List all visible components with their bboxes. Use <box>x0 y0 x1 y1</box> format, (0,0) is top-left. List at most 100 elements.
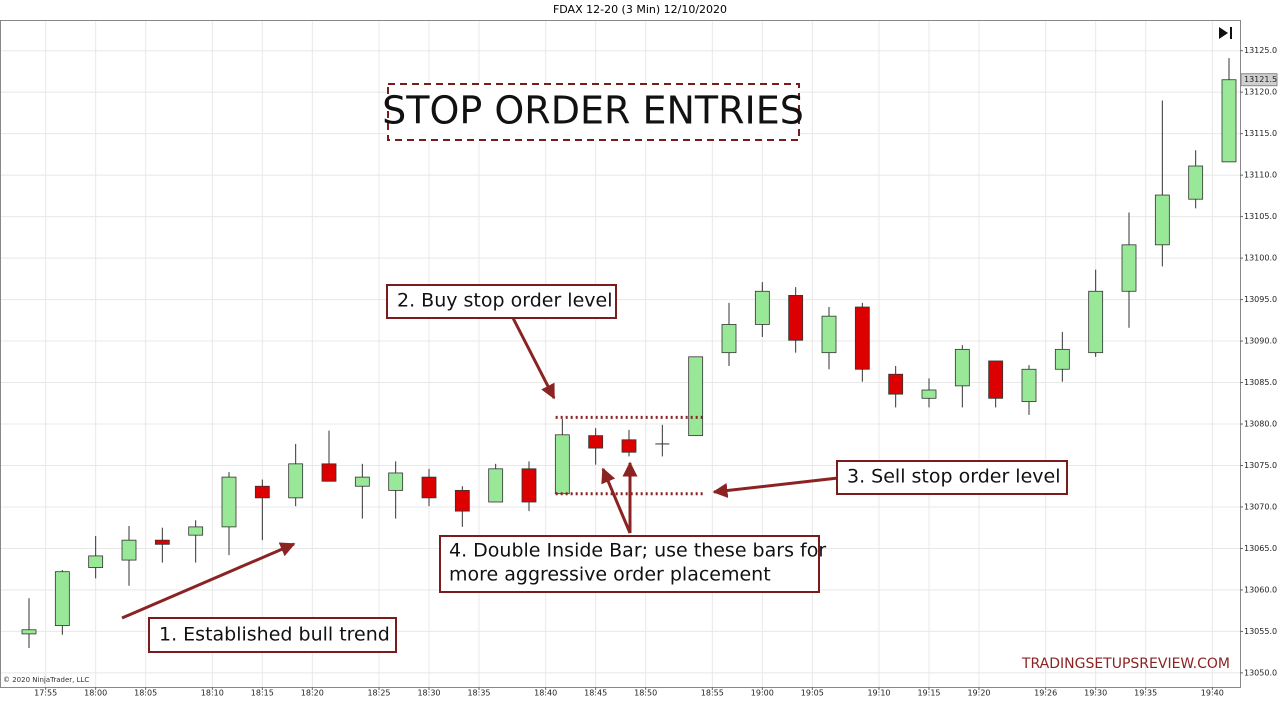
candle-body <box>821 315 837 354</box>
plot-border <box>0 20 1241 688</box>
candle-body <box>1054 348 1070 370</box>
title-box <box>387 83 800 141</box>
x-tick-label: 18:40 <box>534 689 557 698</box>
y-tick-label: 13120.0 <box>1244 88 1277 97</box>
y-tick-label: 13095.0 <box>1244 295 1277 304</box>
annotation: 4. Double Inside Bar; use these bars for <box>449 540 826 562</box>
x-tick-label: 19:00 <box>751 689 774 698</box>
x-tick-label: 19:15 <box>917 689 940 698</box>
copyright: © 2020 NinjaTrader, LLC <box>3 676 89 684</box>
y-tick-label: 13050.0 <box>1244 668 1277 677</box>
y-tick-label: 13110.0 <box>1244 171 1277 180</box>
last-price-label: 13121.5 <box>1244 75 1277 84</box>
candle-body <box>354 476 370 487</box>
y-tick-label: 13085.0 <box>1244 378 1277 387</box>
y-tick-label: 13090.0 <box>1244 337 1277 346</box>
candle-body <box>21 629 37 635</box>
candle-body <box>388 472 404 491</box>
candle-body <box>1121 244 1137 292</box>
watermark: TRADINGSETUPSREVIEW.COM <box>1021 656 1230 672</box>
x-tick-label: 19:10 <box>867 689 890 698</box>
annotation: 1. Established bull trend <box>159 624 390 646</box>
annotation-box <box>386 284 617 319</box>
y-tick-label: 13105.0 <box>1244 212 1277 221</box>
candle-body <box>1088 290 1104 354</box>
axes: 13050.0 13055.0 13060.0 13065.0 13070.0 13075… <box>34 46 1278 698</box>
candle-body <box>588 435 604 449</box>
candle-body <box>54 571 70 627</box>
x-tick-label: 18:05 <box>134 689 157 698</box>
candle-body <box>454 489 470 512</box>
y-tick-label: 13065.0 <box>1244 544 1277 553</box>
arrow <box>712 476 839 498</box>
candle-body <box>1221 79 1237 163</box>
candle-body <box>288 463 304 499</box>
candle-body <box>154 539 170 545</box>
candles <box>21 58 1237 649</box>
arrow <box>511 317 556 400</box>
candle-body <box>854 306 870 370</box>
x-tick-label: 18:15 <box>251 689 274 698</box>
candle-body <box>921 389 937 399</box>
x-tick-label: 18:30 <box>417 689 440 698</box>
last-price-box <box>1240 73 1278 87</box>
arrow <box>121 542 296 620</box>
candle-body <box>421 476 437 499</box>
y-tick-label: 13075.0 <box>1244 461 1277 470</box>
arrows <box>121 317 839 620</box>
candle-body <box>954 348 970 387</box>
x-tick-label: 18:55 <box>701 689 724 698</box>
candle-body <box>88 555 104 568</box>
annotation-box <box>148 617 397 653</box>
candle-body <box>1154 194 1170 246</box>
candle-body <box>788 295 804 341</box>
x-tick-label: 19:30 <box>1084 689 1107 698</box>
chart-title: STOP ORDER ENTRIES <box>382 89 804 133</box>
y-tick-label: 13125.0 <box>1244 46 1277 55</box>
x-tick-label: 19:05 <box>801 689 824 698</box>
candle-body <box>321 463 337 482</box>
x-tick-label: 18:35 <box>467 689 490 698</box>
scroll-end-icon[interactable] <box>1219 27 1232 39</box>
annotation-box <box>836 460 1068 495</box>
candle-body <box>1188 165 1204 200</box>
x-tick-label: 18:50 <box>634 689 657 698</box>
x-tick-label: 19:40 <box>1201 689 1224 698</box>
y-tick-label: 13100.0 <box>1244 254 1277 263</box>
candle-body <box>121 539 137 561</box>
candle-body <box>488 468 504 503</box>
x-tick-label: 18:45 <box>584 689 607 698</box>
y-tick-label: 13080.0 <box>1244 420 1277 429</box>
candle-body <box>1021 368 1037 403</box>
x-tick-label: 18:20 <box>301 689 324 698</box>
x-tick-label: 17:55 <box>34 689 57 698</box>
annotation: 2. Buy stop order level <box>397 290 613 312</box>
candle-body <box>521 468 537 503</box>
candle-body <box>754 290 770 325</box>
y-tick-label: 13060.0 <box>1244 585 1277 594</box>
y-tick-label: 13115.0 <box>1244 129 1277 138</box>
annotation: 3. Sell stop order level <box>847 466 1060 488</box>
x-tick-label: 19:35 <box>1134 689 1157 698</box>
candle-body <box>621 439 637 453</box>
x-tick-label: 19:26 <box>1034 689 1057 698</box>
candle-body <box>188 526 204 536</box>
candle-body <box>688 356 704 437</box>
annotation: more aggressive order placement <box>449 564 771 586</box>
candle-body <box>888 373 904 395</box>
x-tick-label: 18:00 <box>84 689 107 698</box>
x-tick-label: 18:10 <box>201 689 224 698</box>
annotation-box <box>439 535 820 593</box>
arrow <box>601 467 632 534</box>
x-tick-label: 18:25 <box>367 689 390 698</box>
candle-body <box>721 324 737 354</box>
y-tick-label: 13070.0 <box>1244 502 1277 511</box>
chart-header: FDAX 12-20 (3 Min) 12/10/2020 <box>553 3 727 16</box>
candle-body <box>221 476 237 528</box>
x-tick-label: 19:20 <box>967 689 990 698</box>
candle-body <box>254 485 270 499</box>
candle-body <box>988 360 1004 399</box>
candle-body <box>554 434 570 495</box>
y-tick-label: 13055.0 <box>1244 627 1277 636</box>
